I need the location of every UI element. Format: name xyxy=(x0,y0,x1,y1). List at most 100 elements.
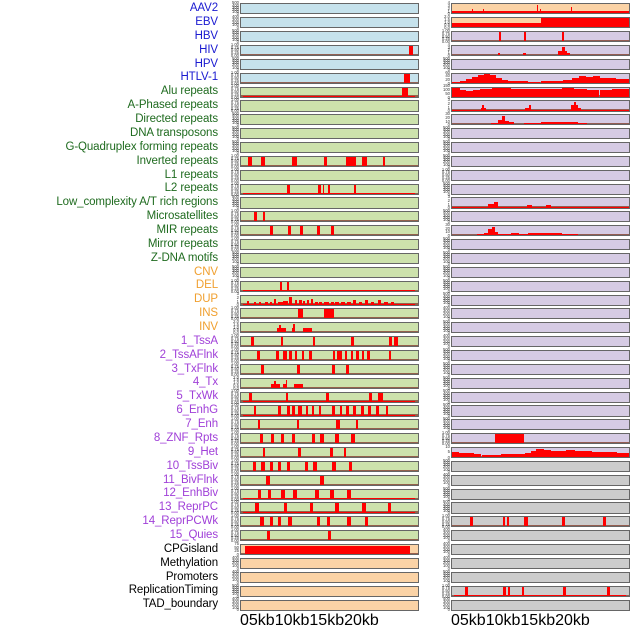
y-tick-label: 400 xyxy=(232,196,239,202)
track-label-6-enhg[interactable]: 6_EnhG xyxy=(176,404,218,417)
track-label-9-het[interactable]: 9_Het xyxy=(187,445,218,458)
track-label-dup[interactable]: DUP xyxy=(194,293,218,306)
track-label-mir-repeats[interactable]: MIR repeats xyxy=(156,223,218,236)
y-tick-label: 10 xyxy=(445,443,450,449)
track-label-8-znf-rpts[interactable]: 8_ZNF_Rpts xyxy=(153,431,218,444)
track-label-z-dna-motifs[interactable]: Z-DNA motifs xyxy=(150,251,218,264)
track-label-replicationtiming[interactable]: ReplicationTiming xyxy=(128,584,218,597)
plot-area xyxy=(452,476,629,485)
y-tick-label: 300 xyxy=(232,254,239,260)
track-label-dna-transposons[interactable]: DNA transposons xyxy=(130,126,218,139)
y-tick-label: 0.5 xyxy=(233,382,239,388)
track-label-alu-repeats[interactable]: Alu repeats xyxy=(160,85,218,98)
data-bar xyxy=(558,50,562,56)
track-label-aav2[interactable]: AAV2 xyxy=(189,2,218,15)
track-label-13-reprpc[interactable]: 13_ReprPC xyxy=(158,501,218,514)
track-label-1-tssa[interactable]: 1_TssA xyxy=(180,334,218,347)
track-row: Promoters 400 300 200 100 0 500 400 300 200 100 0 xyxy=(0,569,630,584)
track-label-12-enhbiv[interactable]: 12_EnhBiv xyxy=(163,487,218,500)
track-label-cnv[interactable]: CNV xyxy=(194,265,218,278)
track-label-a-phased-repeats[interactable]: A-Phased repeats xyxy=(127,99,219,112)
track-baseline xyxy=(452,442,629,444)
y-tick-label: 200 xyxy=(443,145,450,151)
track-label-15-quies[interactable]: 15_Quies xyxy=(169,528,219,541)
y-tick-label: 300 xyxy=(443,157,450,163)
track-label-g-quadruplex-forming-repeats[interactable]: G-Quadruplex forming repeats xyxy=(65,140,218,153)
track-label-4-tx[interactable]: 4_Tx xyxy=(192,376,218,389)
y-tick-label: 300 xyxy=(443,308,450,314)
y-axis-right: 400 300 200 100 0 xyxy=(433,527,451,542)
panel-gap xyxy=(419,168,433,182)
track-label-inv[interactable]: INV xyxy=(199,321,218,334)
track-panel-left xyxy=(240,58,419,70)
track-label-l1-repeats[interactable]: L1 repeats xyxy=(164,168,218,181)
y-tick-label: 3 xyxy=(447,97,450,103)
track-panel-left xyxy=(240,460,419,472)
track-label-promoters[interactable]: Promoters xyxy=(165,570,218,583)
track-label-hiv[interactable]: HIV xyxy=(199,43,218,56)
y-axis-right: 500 400 300 200 100 0 xyxy=(433,236,451,251)
track-row: 8_ZNF_Rpts 1.00 0.75 0.50 0.25 0.00 1.00 0.75 0.… xyxy=(0,430,630,446)
track-label-microsatellites[interactable]: Microsatellites xyxy=(146,210,218,223)
track-label-11-bivflnk[interactable]: 11_BivFlnk xyxy=(162,473,218,486)
data-bar xyxy=(364,300,369,305)
data-bar xyxy=(517,453,526,458)
track-label-low-complexity-a-t-rich-regions[interactable]: Low_complexity A/T rich regions xyxy=(56,196,218,209)
y-tick-label: 0.50 xyxy=(230,366,239,372)
panel-gap xyxy=(419,238,433,252)
track-panel-right xyxy=(451,585,630,597)
track-panel-left xyxy=(240,44,419,57)
data-bar xyxy=(348,461,353,471)
track-label-inverted-repeats[interactable]: Inverted repeats xyxy=(136,154,218,167)
y-tick-label: 200 xyxy=(443,408,450,414)
track-label-mirror-repeats[interactable]: Mirror repeats xyxy=(147,237,218,250)
data-bar xyxy=(280,337,284,347)
y-tick-label: 300 xyxy=(232,198,239,204)
data-bar xyxy=(283,301,289,305)
y-tick-label: 0.00 xyxy=(230,80,239,86)
track-label-directed-repeats[interactable]: Directed repeats xyxy=(135,113,218,126)
y-tick-label: 0.75 xyxy=(230,211,239,217)
data-bar xyxy=(246,301,250,305)
track-label-10-tssbiv[interactable]: 10_TssBiv xyxy=(166,459,218,472)
panel-gap xyxy=(419,376,433,390)
track-row: EBV 400 300 200 100 0 2.0 1.5 1.0 0.5 0.0 xyxy=(0,14,630,30)
y-tick-label: 200 xyxy=(232,201,239,207)
y-axis-left: 1.00 0.75 0.50 0.25 0.00 xyxy=(222,42,240,57)
track-label-hpv[interactable]: HPV xyxy=(194,57,218,70)
track-panel-right xyxy=(451,349,630,362)
track-label-cpgisland[interactable]: CPGisland xyxy=(163,542,218,555)
data-bar xyxy=(544,233,554,236)
track-label-ins[interactable]: INS xyxy=(199,307,218,320)
y-tick-label: 1.00 xyxy=(230,180,239,186)
track-label-htlv-1[interactable]: HTLV-1 xyxy=(180,71,218,84)
y-tick-label: 0.50 xyxy=(230,75,239,81)
plot-area xyxy=(241,461,418,471)
track-label-3-txflnk[interactable]: 3_TxFlnk xyxy=(171,362,219,375)
track-label-methylation[interactable]: Methylation xyxy=(160,556,218,569)
track-label-14-reprpcwk[interactable]: 14_ReprPCWk xyxy=(142,515,218,528)
y-tick-label: 0.25 xyxy=(230,466,239,472)
track-panel-right xyxy=(451,502,630,514)
track-label-2-tssaflnk[interactable]: 2_TssAFlnk xyxy=(159,348,219,361)
track-label-5-txwk[interactable]: 5_TxWk xyxy=(176,390,218,403)
track-label-l2-repeats[interactable]: L2 repeats xyxy=(164,182,218,195)
data-bar xyxy=(484,232,489,236)
track-label-tad-boundary[interactable]: TAD_boundary xyxy=(142,598,218,611)
track-label-7-enh[interactable]: 7_Enh xyxy=(185,418,218,431)
y-axis-left: 1.00 0.75 0.50 0.25 0.00 xyxy=(222,500,240,515)
data-bar xyxy=(289,296,292,305)
track-label-hbv[interactable]: HBV xyxy=(194,29,218,42)
track-label-ebv[interactable]: EBV xyxy=(195,16,218,29)
plot-area xyxy=(452,448,629,458)
y-tick-label: 0.25 xyxy=(230,174,239,180)
data-bar xyxy=(341,301,345,305)
y-tick-label: 500 xyxy=(443,277,450,283)
plot-area xyxy=(452,171,629,180)
track-label-del[interactable]: DEL xyxy=(195,279,218,292)
track-baseline xyxy=(241,497,418,499)
y-tick-label: 500 xyxy=(443,249,450,255)
track-panel-left xyxy=(240,86,419,98)
data-bar xyxy=(578,234,587,236)
